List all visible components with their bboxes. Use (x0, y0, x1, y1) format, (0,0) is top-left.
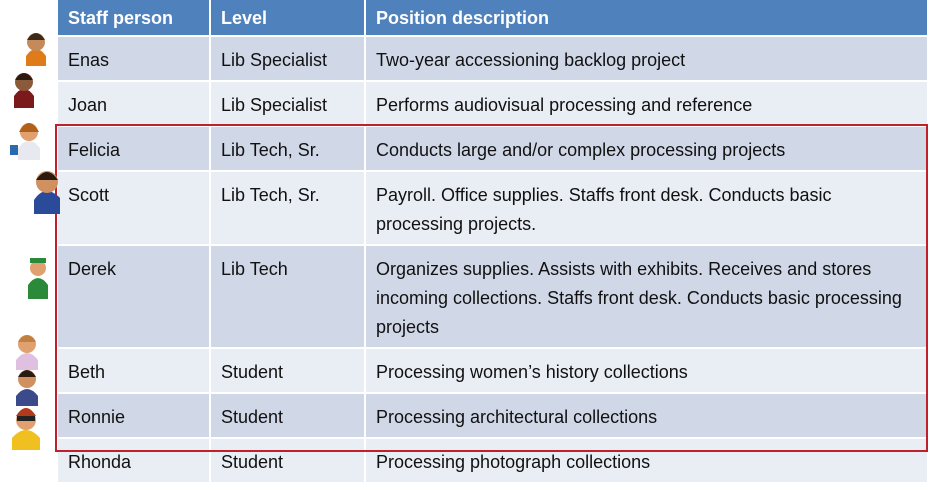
header-row: Staff person Level Position description (58, 0, 928, 37)
table-cell: Lib Tech, Sr. (210, 126, 366, 172)
table-cell: Ronnie (58, 393, 211, 439)
table-row: Rhonda Student Processing photograph colle… (58, 438, 928, 484)
table-cell: Processing photograph collections (365, 438, 928, 484)
table-row: Felicia Lib Tech, Sr. Conducts large and/o… (58, 126, 928, 172)
table-row: Ronnie Student Processing architectural co… (58, 393, 928, 439)
table-cell: Enas (58, 36, 211, 82)
person-icon (16, 370, 38, 406)
table-row: Enas Lib Specialist Two-year accessioning … (58, 36, 928, 82)
table-cell: Beth (58, 348, 211, 394)
header-cell: Position description (365, 0, 928, 37)
page: Staff person Level Position description … (10, 0, 928, 484)
table-cell: Student (210, 393, 366, 439)
header-cell: Staff person (58, 0, 211, 37)
person-icon (10, 123, 40, 160)
table-row: Joan Lib Specialist Performs audiovisual p… (58, 81, 928, 127)
table-cell: Student (210, 438, 366, 484)
person-icon (26, 33, 46, 66)
table-row: Beth Student Processing women’s history co… (58, 348, 928, 394)
header-cell: Level (210, 0, 366, 37)
person-icon (28, 258, 48, 299)
person-icon (12, 408, 40, 450)
table-cell: Processing architectural collections (365, 393, 928, 439)
table-cell: Rhonda (58, 438, 211, 484)
table-cell: Processing women’s history collections (365, 348, 928, 394)
table-cell: Two-year accessioning backlog project (365, 36, 928, 82)
table-cell: Scott (58, 171, 211, 246)
table-cell: Lib Tech (210, 245, 366, 349)
table-cell: Lib Specialist (210, 81, 366, 127)
table-cell: Lib Specialist (210, 36, 366, 82)
table-row: Scott Lib Tech, Sr. Payroll. Office suppli… (58, 171, 928, 246)
table-row: Derek Lib Tech Organizes supplies. Assists… (58, 245, 928, 349)
table-body: Enas Lib Specialist Two-year accessioning … (58, 36, 928, 484)
table-cell: Derek (58, 245, 211, 349)
person-icons (10, 33, 60, 450)
table-cell: Felicia (58, 126, 211, 172)
person-icon (34, 171, 60, 214)
table-cell: Joan (58, 81, 211, 127)
table-cell: Organizes supplies. Assists with exhibit… (365, 245, 928, 349)
person-icon (14, 73, 34, 108)
table-cell: Payroll. Office supplies. Staffs front d… (365, 171, 928, 246)
table-cell: Student (210, 348, 366, 394)
table-cell: Lib Tech, Sr. (210, 171, 366, 246)
person-icon (16, 335, 38, 370)
table-cell: Performs audiovisual processing and refe… (365, 81, 928, 127)
staff-table: Staff person Level Position description … (58, 0, 928, 484)
table-cell: Conducts large and/or complex processing… (365, 126, 928, 172)
